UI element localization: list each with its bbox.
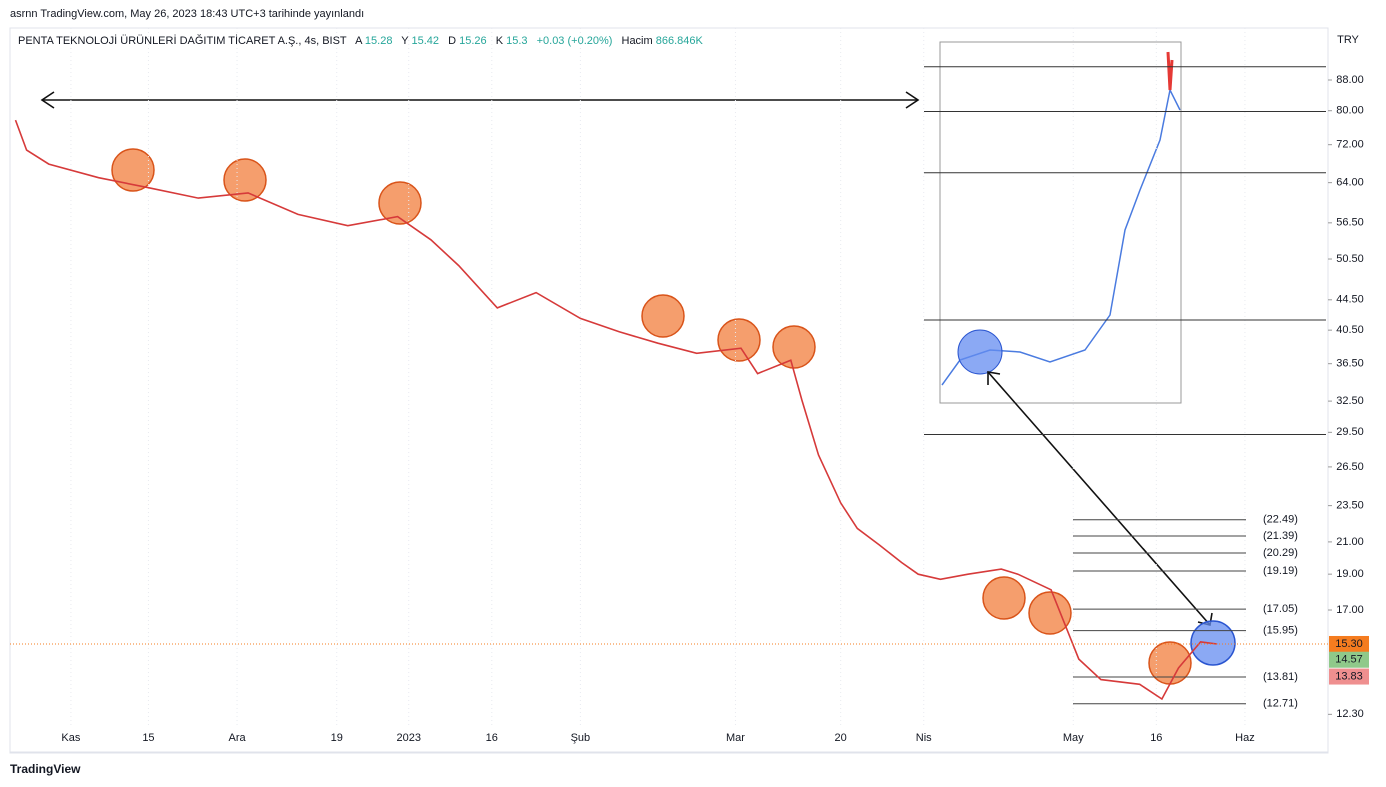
y-tick-label: 36.50 <box>1336 358 1364 370</box>
symbol: PENTA TEKNOLOJİ ÜRÜNLERİ DAĞITIM TİCARET… <box>18 35 347 47</box>
fib-label: (21.39) <box>1263 530 1298 542</box>
markers <box>111 148 1236 685</box>
ohlc-value: 15.28 <box>364 35 393 47</box>
price-label: 14.57 <box>1335 654 1363 666</box>
y-tick-label: 32.50 <box>1336 395 1364 407</box>
marker-blue <box>957 329 1003 375</box>
x-tick-label: Ara <box>228 732 246 744</box>
x-tick-label: Kas <box>61 732 80 744</box>
price-label-box <box>1329 668 1369 685</box>
arrow-heads <box>40 91 920 109</box>
inset <box>939 41 1182 404</box>
y-tick-label: 64.00 <box>1336 177 1364 189</box>
y-tick-label: 23.50 <box>1336 500 1364 512</box>
currency: TRY <box>1337 34 1359 46</box>
fib-label: (12.71) <box>1263 698 1298 710</box>
fib-label: (17.05) <box>1263 603 1298 615</box>
x-tick-label: Şub <box>571 732 591 744</box>
x-tick-label: 16 <box>1150 732 1162 744</box>
fib-label: (13.81) <box>1263 671 1298 683</box>
plot-frame <box>9 27 1329 754</box>
fib-label: (20.29) <box>1263 547 1298 559</box>
y-tick-label: 19.00 <box>1336 568 1364 580</box>
x-tick-label: 20 <box>835 732 847 744</box>
x-tick-label: 2023 <box>396 732 420 744</box>
ohlc-key: K <box>495 35 504 47</box>
x-tick-label: 15 <box>142 732 154 744</box>
y-tick-label: 80.00 <box>1336 105 1364 117</box>
arrows <box>40 91 1213 626</box>
x-tick-label: Nis <box>916 732 932 744</box>
ohlc-key: Y <box>401 35 409 47</box>
y-tick-label: 50.50 <box>1336 253 1364 265</box>
y-tick-label: 29.50 <box>1336 426 1364 438</box>
y-tick-label: 26.50 <box>1336 461 1364 473</box>
price-label: 13.83 <box>1335 670 1363 682</box>
x-tick-label: 16 <box>486 732 498 744</box>
x-tick-label: 19 <box>331 732 343 744</box>
price-label-box <box>1329 635 1369 652</box>
marker-orange <box>378 181 422 225</box>
y-tick-label: 44.50 <box>1336 294 1364 306</box>
ohlc-value: 15.42 <box>411 35 440 47</box>
y-tick-label: 21.00 <box>1336 536 1364 548</box>
x-tick-label: May <box>1063 732 1084 744</box>
symbol-bar: PENTA TEKNOLOJİ ÜRÜNLERİ DAĞITIM TİCARET… <box>18 35 709 47</box>
ohlc-value: 15.26 <box>459 35 487 47</box>
volume: 866.846K <box>655 35 703 47</box>
inset-spike <box>1166 51 1174 91</box>
marker-orange <box>111 148 155 192</box>
fib-label: (15.95) <box>1263 624 1298 636</box>
y-tick-label: 12.30 <box>1336 708 1364 720</box>
fib-label: (19.19) <box>1263 565 1298 577</box>
marker-orange <box>223 158 267 202</box>
y-tick-label: 88.00 <box>1336 74 1364 86</box>
ohlc-key: A <box>355 35 362 47</box>
marker-orange <box>1028 591 1072 635</box>
price-line <box>14 119 1218 701</box>
y-tick-label: 17.00 <box>1336 604 1364 616</box>
x-tick-label: Haz <box>1235 732 1255 744</box>
marker-orange <box>1148 641 1192 685</box>
link-arrow <box>987 371 1211 626</box>
ohlc-key: D <box>448 35 457 47</box>
marker-orange <box>982 576 1026 620</box>
ohlc-value: 15.3 <box>506 35 528 47</box>
marker-orange <box>772 325 816 369</box>
footer: TradingView <box>10 762 81 776</box>
volume-key: Hacim <box>621 35 653 47</box>
y-tick-label: 72.00 <box>1336 139 1364 151</box>
published-note: asrnn TradingView.com, May 26, 2023 18:4… <box>10 8 365 20</box>
y-tick-label: 56.50 <box>1336 217 1364 229</box>
marker-orange <box>641 294 685 338</box>
marker-orange <box>717 318 761 362</box>
price-label-box <box>1329 651 1369 668</box>
y-tick-label: 40.50 <box>1336 324 1364 336</box>
x-tick-label: Mar <box>726 732 745 744</box>
price-label: 15.30 <box>1335 638 1363 650</box>
fib-label: (22.49) <box>1263 514 1298 526</box>
change: +0.03 (+0.20%) <box>536 35 613 47</box>
